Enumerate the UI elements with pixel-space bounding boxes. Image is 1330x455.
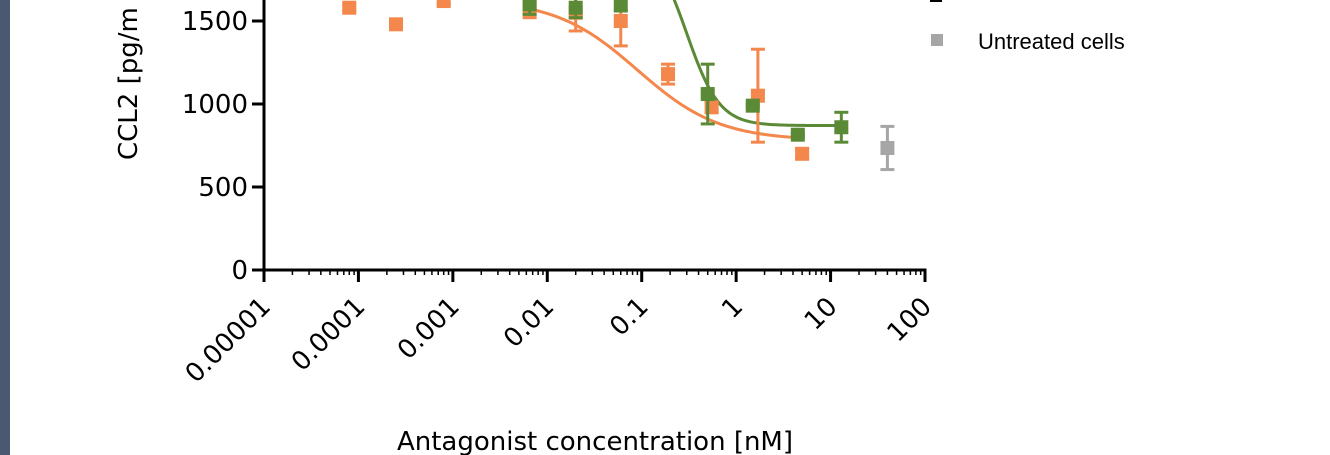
x-tick-label: 1: [716, 292, 749, 325]
x-tick-label: 0.01: [498, 292, 560, 354]
fit-curve-0: [526, 6, 803, 140]
x-axis-title: Antagonist concentration [nM]: [397, 427, 793, 455]
data-point-s0-7: [661, 67, 676, 82]
y-tick-label: 1500: [182, 7, 248, 37]
legend-marker-partial: [930, 0, 942, 2]
y-tick-label: 1000: [182, 90, 248, 120]
data-point-s1-0: [522, 0, 537, 12]
data-point-s0-2: [436, 0, 451, 9]
x-tick-label: 100: [882, 292, 938, 348]
data-point-s1-3: [700, 87, 715, 102]
y-tick-label: 500: [198, 173, 248, 203]
data-point-s1-5: [790, 127, 805, 142]
data-point-s1-2: [613, 0, 628, 12]
x-tick-label: 0.1: [604, 292, 654, 342]
x-tick-label: 0.00001: [180, 292, 277, 389]
left-edge-strip: [0, 0, 10, 455]
y-tick-label: 0: [231, 256, 248, 286]
data-point-s2-0: [880, 140, 895, 155]
data-point-s1-6: [834, 120, 849, 135]
legend-marker: [931, 34, 943, 46]
fit-curve-1: [672, 0, 842, 128]
data-point-s0-6: [613, 14, 628, 28]
data-point-s0-1: [389, 17, 404, 32]
y-axis-title: CCL2 [pg/m: [114, 7, 144, 160]
x-tick-label: 10: [799, 292, 844, 337]
data-point-s1-4: [745, 98, 760, 113]
data-point-s0-10: [795, 146, 810, 161]
legend-label: Untreated cells: [978, 29, 1125, 54]
x-tick-label: 0.0001: [286, 292, 372, 378]
data-point-s0-0: [342, 0, 357, 15]
data-point-s1-1: [568, 0, 583, 15]
x-tick-label: 0.001: [392, 292, 466, 366]
